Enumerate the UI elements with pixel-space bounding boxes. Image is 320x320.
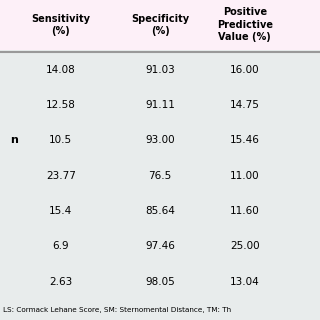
Bar [0, 52, 320, 299]
Text: 25.00: 25.00 [230, 241, 260, 251]
Text: 85.64: 85.64 [145, 206, 175, 216]
Text: Sensitivity
(%): Sensitivity (%) [31, 13, 90, 36]
Text: 98.05: 98.05 [145, 276, 175, 286]
Text: 15.4: 15.4 [49, 206, 72, 216]
Text: 97.46: 97.46 [145, 241, 175, 251]
Text: 93.00: 93.00 [145, 135, 175, 145]
Text: 15.46: 15.46 [230, 135, 260, 145]
Text: 6.9: 6.9 [52, 241, 69, 251]
Text: 10.5: 10.5 [49, 135, 72, 145]
Text: Specificity
(%): Specificity (%) [131, 13, 189, 36]
Text: 23.77: 23.77 [46, 171, 76, 180]
Bar [0, 0, 320, 50]
Text: 14.08: 14.08 [46, 65, 76, 75]
Text: 76.5: 76.5 [148, 171, 172, 180]
Text: 16.00: 16.00 [230, 65, 260, 75]
Text: 11.60: 11.60 [230, 206, 260, 216]
Text: LS: Cormack Lehane Score, SM: Sternomental Distance, TM: Th: LS: Cormack Lehane Score, SM: Sternoment… [3, 307, 231, 313]
Bar [0, 299, 320, 320]
Text: 14.75: 14.75 [230, 100, 260, 110]
Text: 2.63: 2.63 [49, 276, 72, 286]
Text: n: n [11, 135, 18, 145]
Text: 13.04: 13.04 [230, 276, 260, 286]
Text: 91.11: 91.11 [145, 100, 175, 110]
Text: 11.00: 11.00 [230, 171, 260, 180]
Text: 12.58: 12.58 [46, 100, 76, 110]
Text: 91.03: 91.03 [145, 65, 175, 75]
Text: Positive
Predictive
Value (%): Positive Predictive Value (%) [217, 7, 273, 42]
